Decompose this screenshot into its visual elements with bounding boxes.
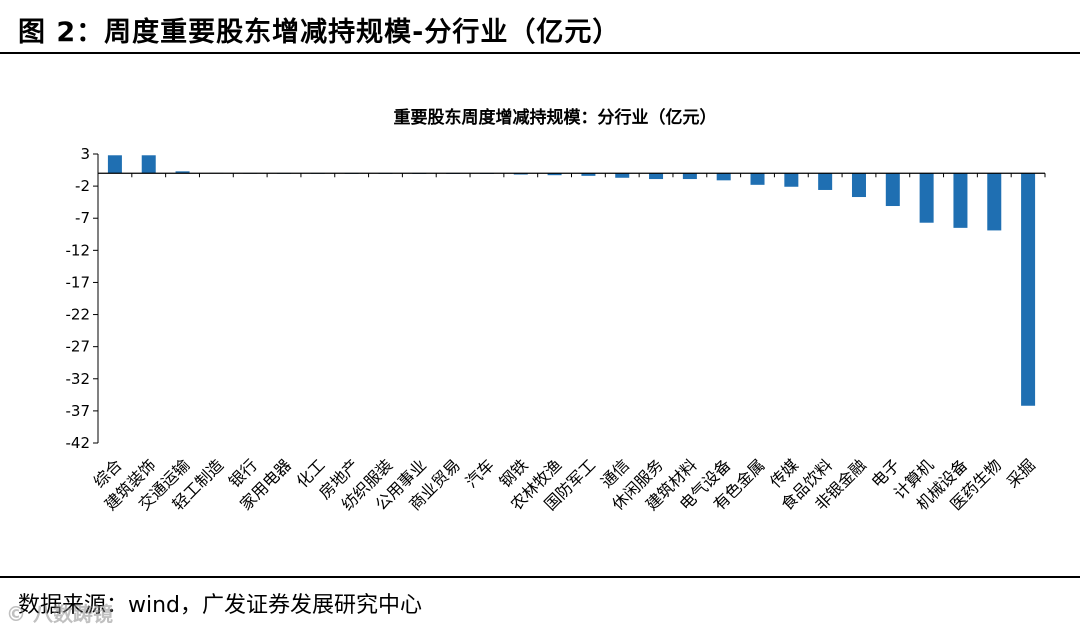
bar: [513, 173, 528, 175]
y-tick-label: -27: [66, 338, 91, 356]
bar: [919, 173, 934, 223]
bar: [649, 173, 664, 180]
y-tick-label: -7: [75, 209, 90, 227]
y-tick-label: -12: [66, 241, 91, 259]
bar: [818, 173, 833, 190]
bar: [851, 173, 866, 198]
x-tick-label: 汽车: [462, 455, 498, 491]
bar: [885, 173, 900, 207]
y-axis: 3 -2 -7 -12 -17 -22 -27 -32 -37 -42: [66, 145, 99, 452]
chart-title: 重要股东周度增减持规模：分行业（亿元）: [394, 107, 717, 128]
bars: [107, 155, 1036, 406]
bar: [716, 173, 731, 181]
y-tick-label: -22: [66, 306, 91, 324]
bar: [784, 173, 799, 187]
y-tick-label: -32: [66, 370, 91, 388]
y-tick-label: -17: [66, 273, 91, 291]
bar: [175, 171, 190, 174]
bar: [750, 173, 765, 185]
watermark-logo: © 八数踌镜: [6, 602, 113, 626]
bar-chart: 重要股东周度增减持规模：分行业（亿元） 3 -2 -7 -12 -17 -22 -27 -32…: [66, 107, 1046, 514]
y-tick-label: -2: [75, 177, 90, 195]
x-tick-label: 采掘: [1003, 455, 1039, 491]
bar: [682, 173, 697, 180]
bar: [953, 173, 968, 228]
footer-divider: [0, 576, 1080, 578]
bar: [141, 155, 156, 174]
bar: [987, 173, 1002, 231]
x-axis: 综合建筑装饰交通运输轻工制造银行家用电器化工房地产纺织服装公用事业商业贸易汽车钢…: [90, 172, 1046, 514]
y-tick-label: 3: [80, 145, 90, 163]
y-tick-label: -37: [66, 402, 91, 420]
bar: [581, 173, 596, 176]
y-tick-label: -42: [66, 434, 91, 452]
source-note: 数据来源：wind，广发证券发展研究中心: [18, 593, 423, 618]
bar: [547, 173, 562, 176]
bar: [615, 173, 630, 178]
figure-header: 图 2：周度重要股东增减持规模-分行业（亿元）: [0, 0, 1080, 54]
figure-title: 图 2：周度重要股东增减持规模-分行业（亿元）: [18, 17, 621, 48]
bar: [1021, 173, 1036, 406]
chart-container: 重要股东周度增减持规模：分行业（亿元） 3 -2 -7 -12 -17 -22 -27 -32…: [0, 54, 1080, 576]
bar: [107, 155, 122, 174]
